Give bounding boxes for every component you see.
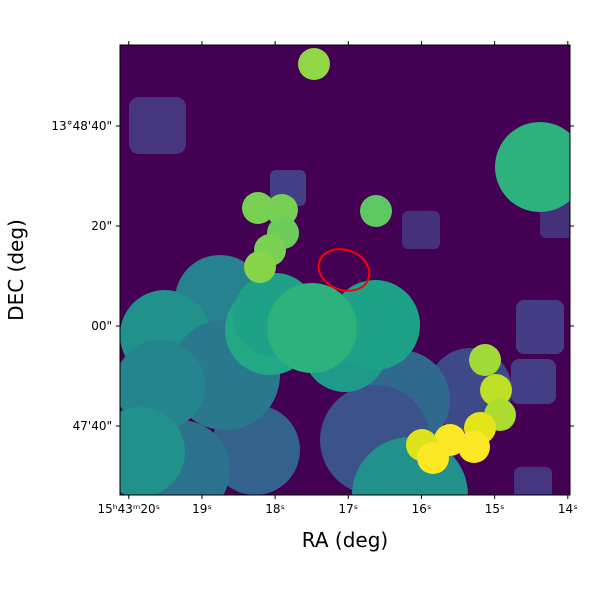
- x-axis-label: RA (deg): [302, 528, 388, 552]
- x-tick-label: 15ʰ43ᵐ20ˢ: [97, 502, 160, 516]
- y-tick-label: 00": [91, 319, 112, 333]
- y-axis-label: DEC (deg): [4, 219, 28, 321]
- y-tick-label: 20": [91, 219, 112, 233]
- x-tick-label: 19ˢ: [192, 502, 212, 516]
- x-tick-label: 16ˢ: [412, 502, 432, 516]
- x-tick-label: 18ˢ: [265, 502, 285, 516]
- y-tick-label: 13°48'40": [51, 119, 112, 133]
- plot-frame: [119, 44, 571, 496]
- x-tick-label: 14ˢ: [558, 502, 578, 516]
- x-tick-label: 15ˢ: [485, 502, 505, 516]
- y-tick-label: 47'40": [73, 419, 112, 433]
- image: [120, 45, 570, 495]
- x-tick-label: 17ˢ: [338, 502, 358, 516]
